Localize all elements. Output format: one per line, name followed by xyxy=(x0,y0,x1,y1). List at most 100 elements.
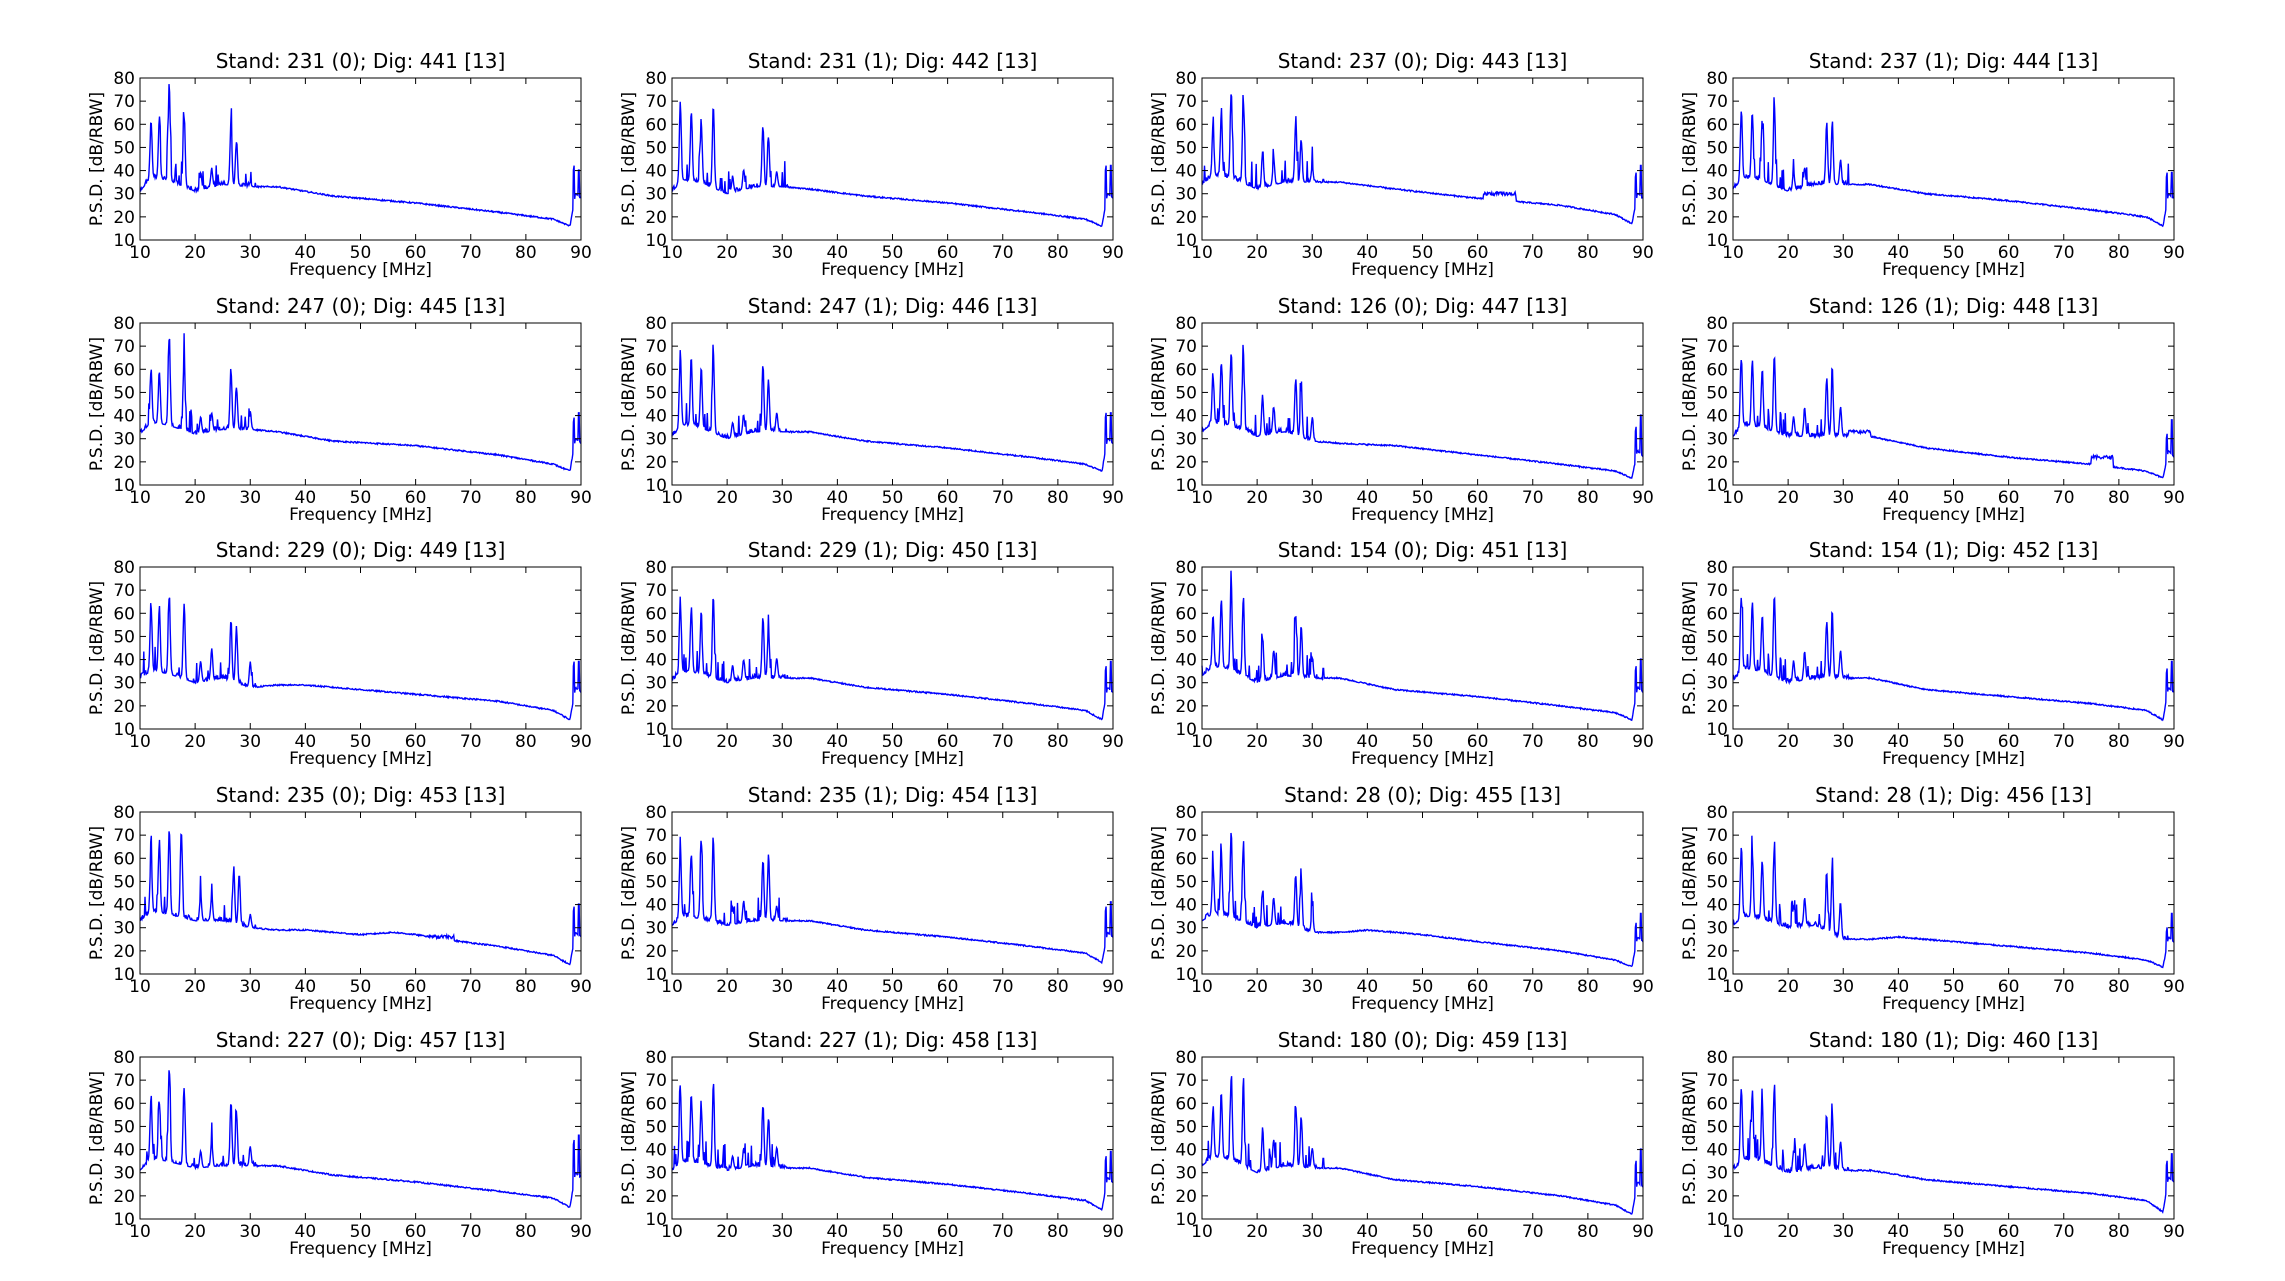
x-tick-label: 10 xyxy=(1191,488,1213,508)
y-tick-label: 20 xyxy=(645,942,667,962)
y-tick-label: 50 xyxy=(1175,1117,1197,1137)
x-tick-label: 90 xyxy=(1632,977,1654,997)
y-tick-label: 70 xyxy=(1175,92,1197,112)
y-tick-label: 20 xyxy=(645,1187,667,1207)
x-tick-label: 90 xyxy=(570,977,592,997)
y-axis-label: P.S.D. [dB/RBW] xyxy=(87,581,107,715)
y-tick-label: 20 xyxy=(113,208,135,228)
y-tick-label: 40 xyxy=(645,407,667,427)
y-tick-label: 70 xyxy=(113,337,135,357)
y-tick-label: 50 xyxy=(1175,627,1197,647)
x-tick-label: 90 xyxy=(2163,243,2185,263)
y-tick-label: 60 xyxy=(1706,849,1728,869)
y-tick-label: 20 xyxy=(645,453,667,473)
axes-frame xyxy=(671,566,1114,730)
x-tick-label: 50 xyxy=(1412,243,1434,263)
x-tick-label: 30 xyxy=(1832,977,1854,997)
x-tick-label: 30 xyxy=(771,488,793,508)
y-tick-label: 80 xyxy=(1706,314,1728,334)
y-tick-label: 10 xyxy=(113,476,135,496)
axes-frame xyxy=(139,566,582,730)
y-tick-label: 30 xyxy=(113,185,135,205)
y-tick-label: 70 xyxy=(645,337,667,357)
x-tick-label: 90 xyxy=(1632,243,1654,263)
y-tick-label: 10 xyxy=(645,720,667,740)
y-tick-label: 50 xyxy=(645,1117,667,1137)
y-tick-label: 70 xyxy=(113,1071,135,1091)
y-tick-label: 20 xyxy=(1706,942,1728,962)
y-tick-label: 70 xyxy=(1706,337,1728,357)
axes-frame xyxy=(139,1056,582,1220)
x-tick-label: 80 xyxy=(2108,977,2130,997)
x-tick-label: 10 xyxy=(661,488,683,508)
x-tick-label: 60 xyxy=(1998,488,2020,508)
axes-frame xyxy=(1732,322,2175,486)
x-tick-label: 20 xyxy=(1777,977,1799,997)
y-tick-label: 30 xyxy=(1175,919,1197,939)
x-tick-label: 60 xyxy=(1998,243,2020,263)
x-tick-label: 90 xyxy=(1102,243,1124,263)
spectrum-line xyxy=(139,597,582,721)
x-tick-label: 30 xyxy=(1832,732,1854,752)
y-tick-label: 10 xyxy=(1706,476,1728,496)
x-tick-label: 50 xyxy=(882,488,904,508)
y-tick-label: 20 xyxy=(645,697,667,717)
y-tick-label: 40 xyxy=(1706,407,1728,427)
x-tick-label: 80 xyxy=(515,243,537,263)
spectrum-line xyxy=(1201,1076,1644,1215)
x-tick-label: 40 xyxy=(1888,977,1910,997)
x-tick-label: 20 xyxy=(716,977,738,997)
x-tick-label: 10 xyxy=(661,1222,683,1242)
axes-frame xyxy=(1732,566,2175,730)
y-tick-label: 10 xyxy=(1175,720,1197,740)
x-tick-label: 30 xyxy=(1832,243,1854,263)
x-tick-label: 80 xyxy=(1047,1222,1069,1242)
y-tick-label: 50 xyxy=(1706,138,1728,158)
y-tick-label: 30 xyxy=(1175,430,1197,450)
x-tick-label: 30 xyxy=(239,732,261,752)
x-tick-label: 70 xyxy=(1522,1222,1544,1242)
x-axis-label: Frequency [MHz] xyxy=(1882,994,2025,1014)
subplot-10: Stand: 154 (0); Dig: 451 [13] 10 20 30 40 50 6… xyxy=(1149,538,1654,769)
spectrum-line xyxy=(139,333,582,472)
x-tick-label: 90 xyxy=(1102,732,1124,752)
axes-frame xyxy=(671,322,1114,486)
x-tick-label: 30 xyxy=(239,977,261,997)
x-tick-label: 70 xyxy=(992,732,1014,752)
x-axis-label: Frequency [MHz] xyxy=(1882,749,2025,769)
y-tick-label: 70 xyxy=(1706,92,1728,112)
subplot-title: Stand: 180 (0); Dig: 459 [13] xyxy=(1278,1028,1568,1052)
y-tick-label: 50 xyxy=(645,627,667,647)
x-tick-label: 70 xyxy=(460,1222,482,1242)
x-tick-label: 40 xyxy=(1888,732,1910,752)
y-tick-label: 30 xyxy=(645,185,667,205)
x-tick-label: 80 xyxy=(515,488,537,508)
y-axis-label: P.S.D. [dB/RBW] xyxy=(87,92,107,226)
x-tick-label: 40 xyxy=(1357,243,1379,263)
x-tick-label: 40 xyxy=(1888,488,1910,508)
y-tick-label: 80 xyxy=(645,803,667,823)
y-tick-label: 20 xyxy=(1175,697,1197,717)
x-tick-label: 90 xyxy=(2163,732,2185,752)
x-tick-label: 20 xyxy=(1246,488,1268,508)
x-tick-label: 30 xyxy=(771,732,793,752)
y-tick-label: 60 xyxy=(113,360,135,380)
x-tick-label: 90 xyxy=(570,732,592,752)
x-tick-label: 40 xyxy=(827,488,849,508)
y-axis-label: P.S.D. [dB/RBW] xyxy=(1149,92,1169,226)
subplot-title: Stand: 237 (1); Dig: 444 [13] xyxy=(1809,49,2099,73)
x-tick-label: 10 xyxy=(129,243,151,263)
x-tick-label: 40 xyxy=(1357,732,1379,752)
y-tick-label: 50 xyxy=(113,1117,135,1137)
x-tick-label: 10 xyxy=(1722,732,1744,752)
y-tick-label: 70 xyxy=(1706,826,1728,846)
x-tick-label: 70 xyxy=(992,1222,1014,1242)
y-tick-label: 40 xyxy=(1175,162,1197,182)
x-tick-label: 90 xyxy=(2163,1222,2185,1242)
y-tick-label: 60 xyxy=(645,604,667,624)
x-tick-label: 40 xyxy=(295,732,317,752)
x-tick-label: 70 xyxy=(2053,1222,2075,1242)
x-tick-label: 90 xyxy=(1632,488,1654,508)
y-axis-label: P.S.D. [dB/RBW] xyxy=(1149,826,1169,960)
